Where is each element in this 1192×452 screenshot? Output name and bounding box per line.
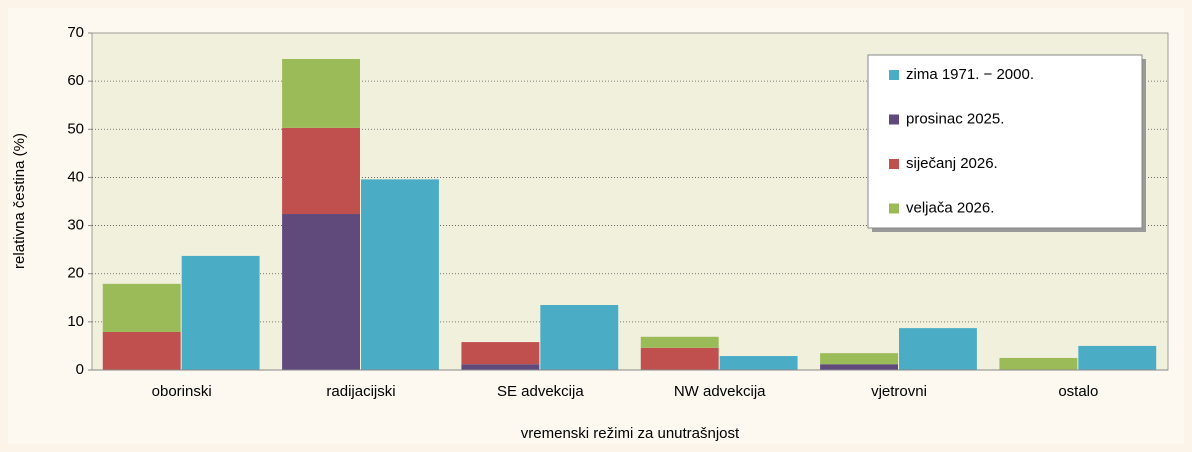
bar (820, 364, 898, 370)
bar (640, 347, 719, 370)
bar (282, 58, 360, 128)
bar (461, 342, 540, 365)
legend-swatch (889, 70, 899, 80)
bar (640, 336, 719, 348)
x-tick-label: radijacijski (326, 383, 395, 400)
y-tick-label: 10 (67, 313, 84, 330)
legend-swatch (889, 203, 899, 214)
y-tick-label: 30 (67, 217, 84, 234)
legend-swatch (889, 114, 899, 125)
bar (820, 353, 898, 365)
bar (999, 357, 1078, 370)
x-tick-label: NW advekcija (674, 383, 766, 400)
x-tick-label: oborinski (152, 383, 212, 400)
legend-label: siječanj 2026. (906, 155, 998, 172)
bar (1078, 345, 1157, 370)
y-tick-label: 0 (76, 361, 84, 378)
y-axis-title: relativna čestina (%) (11, 133, 28, 269)
bar (102, 283, 181, 332)
bar (102, 331, 181, 370)
y-tick-label: 70 (67, 24, 84, 41)
x-tick-label: vjetrovni (871, 383, 927, 400)
bar (719, 356, 798, 370)
bar (461, 364, 540, 370)
legend-label: zima 1971. − 2000. (906, 66, 1034, 83)
bar (540, 305, 619, 370)
y-tick-label: 40 (67, 168, 84, 185)
x-axis-title: vremenski režimi za unutrašnjost (521, 425, 740, 442)
bar (282, 127, 360, 215)
y-tick-label: 20 (67, 265, 84, 282)
legend (867, 54, 1143, 229)
bar (899, 328, 977, 370)
x-tick-label: ostalo (1058, 383, 1098, 400)
y-tick-label: 50 (67, 120, 84, 137)
legend-swatch (889, 159, 899, 169)
bar (181, 255, 260, 370)
y-tick-label: 60 (67, 72, 84, 89)
bar (361, 179, 439, 370)
legend-label: prosinac 2025. (906, 110, 1004, 127)
bar (282, 214, 360, 370)
legend-label: veljača 2026. (906, 199, 994, 216)
x-tick-label: SE advekcija (497, 383, 584, 400)
